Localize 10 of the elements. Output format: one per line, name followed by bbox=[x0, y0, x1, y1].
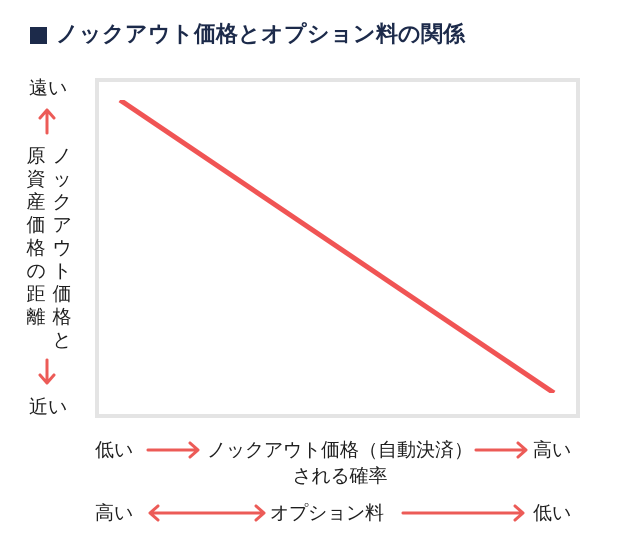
text: 遠い bbox=[29, 76, 67, 101]
text: 近い bbox=[29, 395, 67, 420]
chart-title: ノックアウト価格とオプション料の関係 bbox=[56, 21, 465, 49]
text: 高い bbox=[533, 438, 571, 463]
x-axis-title: ノックアウト価格（自動決済）される確率 bbox=[206, 438, 474, 489]
text: 高い bbox=[95, 501, 133, 526]
text: オプション料 bbox=[270, 501, 384, 526]
text: ノックアウト価格と原資産価格の距離 bbox=[26, 145, 72, 351]
text: 低い bbox=[533, 501, 571, 526]
text: 低い bbox=[95, 438, 133, 463]
